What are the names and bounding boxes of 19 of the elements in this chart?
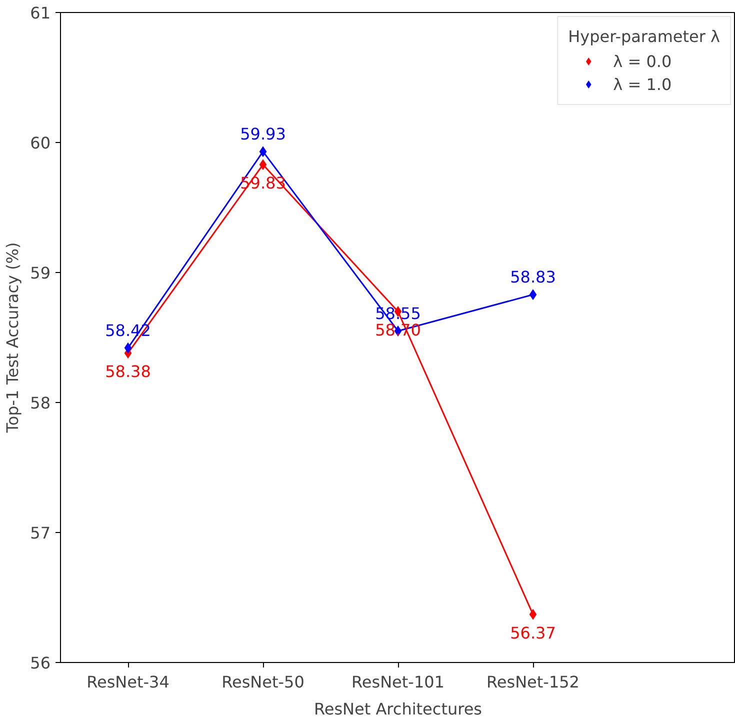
y-tick-label: 58 bbox=[30, 394, 50, 412]
y-axis-title: Top-1 Test Accuracy (%) bbox=[3, 242, 22, 434]
data-label: 56.37 bbox=[510, 623, 556, 642]
legend-title: Hyper-parameter λ bbox=[568, 27, 720, 46]
data-label: 58.38 bbox=[105, 362, 151, 382]
x-tick-label: ResNet-50 bbox=[222, 672, 304, 692]
x-tick-label: ResNet-101 bbox=[352, 672, 444, 692]
y-tick-label: 60 bbox=[30, 134, 50, 152]
x-tick-label: ResNet-152 bbox=[486, 672, 580, 692]
legend-label: λ = 1.0 bbox=[613, 74, 672, 94]
y-tick-label: 59 bbox=[30, 264, 50, 282]
y-tick-label: 61 bbox=[30, 4, 50, 22]
y-tick-label: 56 bbox=[30, 654, 50, 672]
x-tick-label: ResNet-34 bbox=[86, 672, 170, 692]
x-axis-title: ResNet Architectures bbox=[314, 700, 482, 718]
y-tick-label: 57 bbox=[30, 524, 50, 542]
data-label: 59.93 bbox=[240, 124, 286, 144]
legend-label: λ = 0.0 bbox=[613, 52, 672, 70]
data-label: 58.83 bbox=[510, 268, 556, 287]
